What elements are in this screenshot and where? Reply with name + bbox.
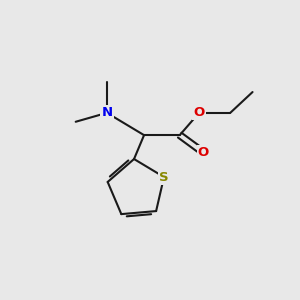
Text: S: S	[159, 170, 169, 184]
Text: O: O	[198, 146, 209, 160]
Text: N: N	[101, 106, 112, 119]
Text: O: O	[194, 106, 205, 119]
